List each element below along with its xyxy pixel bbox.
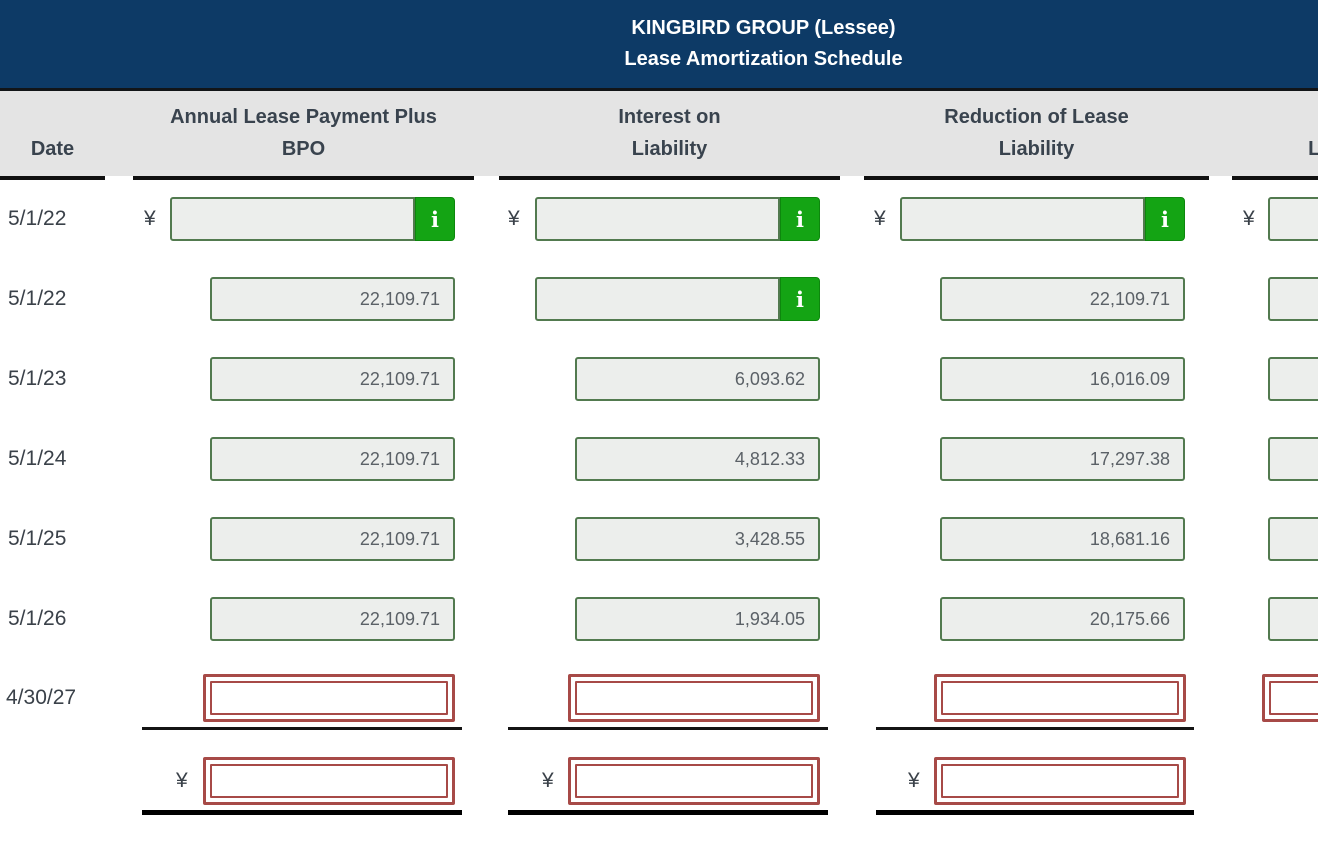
payment-total-error-field-frame [203, 757, 455, 805]
liability-error-field-frame [1262, 674, 1318, 722]
header-rule-liability [1232, 176, 1318, 180]
info-button[interactable]: i [1145, 197, 1185, 241]
reduction-total-field[interactable] [941, 764, 1179, 798]
interest-total-field[interactable] [575, 764, 813, 798]
liability-field[interactable] [1268, 357, 1318, 401]
table-row: 5/1/24 [0, 437, 1318, 481]
column-header-interest-line2: Liability [631, 138, 708, 160]
liability-field[interactable] [1268, 437, 1318, 481]
payment-field[interactable] [210, 277, 455, 321]
interest-total-error-field-frame [568, 757, 820, 805]
payment-total-field[interactable] [210, 764, 448, 798]
liability-field[interactable] [1268, 277, 1318, 321]
column-header-reduction-line1: Reduction of Lease [944, 106, 1129, 128]
reduction-total-error-field-frame [934, 757, 1186, 805]
table-row: 5/1/26 [0, 597, 1318, 641]
currency-symbol: ¥ [176, 769, 188, 792]
liability-field[interactable] [1269, 681, 1318, 715]
payment-field[interactable] [210, 437, 455, 481]
column-header-interest-line1: Interest on [618, 106, 721, 128]
payment-error-field-frame [203, 674, 455, 722]
column-header-payment-line2: BPO [281, 138, 326, 160]
interest-field[interactable] [575, 681, 813, 715]
row-date: 5/1/23 [8, 367, 67, 390]
column-header-date: Date [30, 138, 75, 160]
table-row: 5/1/25 [0, 517, 1318, 561]
reduction-field[interactable] [941, 681, 1179, 715]
table-row: 5/1/22 i [0, 277, 1318, 321]
info-icon: i [431, 206, 439, 232]
liability-field[interactable] [1268, 517, 1318, 561]
interest-field-group: i [535, 197, 820, 241]
row-date: 4/30/27 [6, 686, 77, 709]
subtotal-rule-interest [508, 727, 828, 730]
interest-field[interactable] [535, 197, 780, 241]
info-button[interactable]: i [415, 197, 455, 241]
info-icon: i [1161, 206, 1169, 232]
info-icon: i [796, 286, 804, 312]
reduction-field-group: i [900, 197, 1185, 241]
info-button[interactable]: i [780, 277, 820, 321]
interest-field[interactable] [575, 357, 820, 401]
row-date: 5/1/24 [8, 447, 67, 470]
reduction-field[interactable] [900, 197, 1145, 241]
payment-field[interactable] [210, 357, 455, 401]
subtotal-rule-payment [142, 727, 462, 730]
title-bar [0, 0, 1318, 88]
reduction-field[interactable] [940, 357, 1185, 401]
table-row: 5/1/22 ¥ i ¥ i ¥ i ¥ [0, 197, 1318, 241]
payment-field[interactable] [210, 681, 448, 715]
totals-row: ¥ ¥ ¥ [0, 757, 1318, 805]
currency-symbol: ¥ [1243, 207, 1255, 230]
row-date: 5/1/25 [8, 527, 67, 550]
schedule-title: Lease Amortization Schedule [624, 48, 903, 70]
payment-field[interactable] [210, 597, 455, 641]
info-button[interactable]: i [780, 197, 820, 241]
payment-field-group: i [170, 197, 455, 241]
total-rule-interest [508, 810, 828, 815]
column-header-band [0, 91, 1318, 176]
column-header-liability: Lease Liability [1308, 138, 1318, 160]
header-rule-reduction [864, 176, 1209, 180]
interest-error-field-frame [568, 674, 820, 722]
column-header-payment-line1: Annual Lease Payment Plus [170, 106, 437, 128]
liability-field[interactable] [1268, 197, 1318, 241]
row-date: 5/1/26 [8, 607, 67, 630]
header-rule-interest [499, 176, 840, 180]
row-date: 5/1/22 [8, 207, 67, 230]
table-row: 4/30/27 [0, 674, 1318, 722]
currency-symbol: ¥ [874, 207, 886, 230]
reduction-field[interactable] [940, 437, 1185, 481]
column-header-reduction-line2: Liability [998, 138, 1075, 160]
header-rule-payment [133, 176, 474, 180]
total-rule-reduction [876, 810, 1194, 815]
currency-symbol: ¥ [542, 769, 554, 792]
interest-field-group: i [535, 277, 820, 321]
reduction-error-field-frame [934, 674, 1186, 722]
interest-field[interactable] [575, 437, 820, 481]
payment-field[interactable] [170, 197, 415, 241]
title-bar-divider [0, 88, 1318, 91]
info-icon: i [796, 206, 804, 232]
total-rule-payment [142, 810, 462, 815]
liability-field[interactable] [1268, 597, 1318, 641]
currency-symbol: ¥ [508, 207, 520, 230]
interest-field[interactable] [575, 597, 820, 641]
interest-field[interactable] [535, 277, 780, 321]
currency-symbol: ¥ [908, 769, 920, 792]
row-date: 5/1/22 [8, 287, 67, 310]
reduction-field[interactable] [940, 597, 1185, 641]
subtotal-rule-reduction [876, 727, 1194, 730]
payment-field[interactable] [210, 517, 455, 561]
interest-field[interactable] [575, 517, 820, 561]
reduction-field[interactable] [940, 277, 1185, 321]
company-title: KINGBIRD GROUP (Lessee) [631, 17, 896, 39]
header-rule-date [0, 176, 105, 180]
reduction-field[interactable] [940, 517, 1185, 561]
table-row: 5/1/23 [0, 357, 1318, 401]
currency-symbol: ¥ [144, 207, 156, 230]
